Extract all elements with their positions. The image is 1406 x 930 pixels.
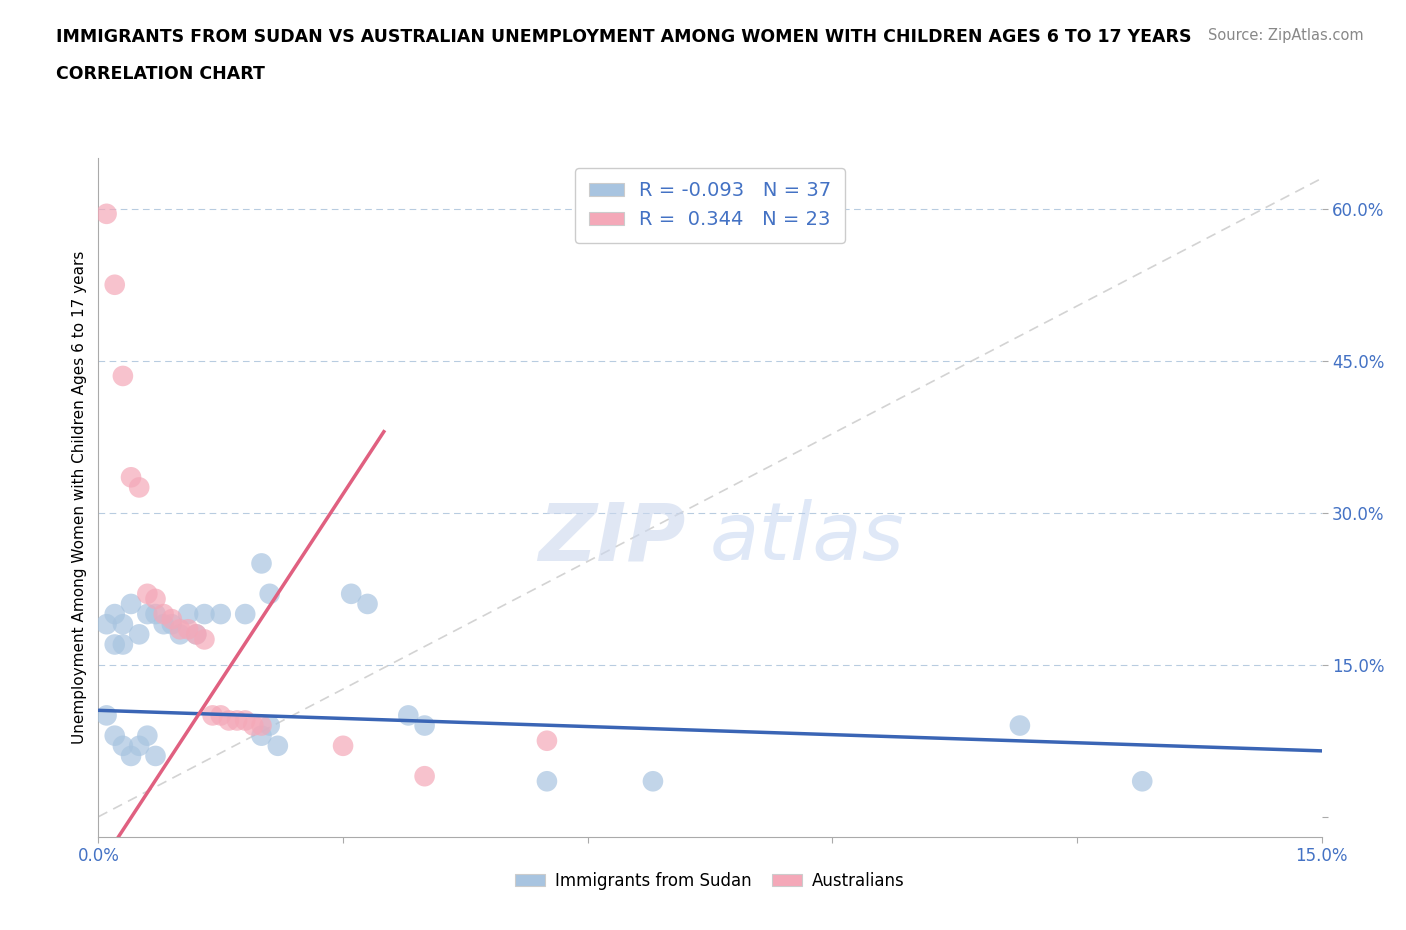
Point: [356, 596, 378, 611]
Point: [218, 713, 240, 728]
Point: [104, 728, 127, 743]
Point: [104, 637, 127, 652]
Text: atlas: atlas: [710, 499, 905, 578]
Point: [152, 617, 174, 631]
Point: [413, 718, 436, 733]
Point: [226, 713, 249, 728]
Point: [120, 470, 142, 485]
Point: [120, 749, 142, 764]
Point: [201, 708, 224, 723]
Point: [128, 627, 150, 642]
Point: [136, 587, 159, 602]
Point: [96, 708, 118, 723]
Point: [96, 206, 118, 221]
Point: [111, 617, 134, 631]
Point: [128, 738, 150, 753]
Point: [145, 591, 167, 606]
Point: [233, 606, 256, 621]
Point: [160, 617, 183, 631]
Point: [340, 587, 363, 602]
Point: [169, 627, 191, 642]
Point: [259, 587, 281, 602]
Point: [169, 622, 191, 637]
Point: [193, 606, 215, 621]
Point: [250, 556, 273, 571]
Point: [136, 728, 159, 743]
Point: [259, 718, 281, 733]
Point: [250, 718, 273, 733]
Point: [250, 728, 273, 743]
Point: [209, 708, 232, 723]
Legend: Immigrants from Sudan, Australians: Immigrants from Sudan, Australians: [509, 865, 911, 897]
Point: [145, 606, 167, 621]
Point: [128, 480, 150, 495]
Point: [186, 627, 208, 642]
Text: ZIP: ZIP: [538, 499, 686, 578]
Point: [152, 606, 174, 621]
Point: [160, 612, 183, 627]
Point: [233, 713, 256, 728]
Text: CORRELATION CHART: CORRELATION CHART: [56, 65, 266, 83]
Y-axis label: Unemployment Among Women with Children Ages 6 to 17 years: Unemployment Among Women with Children A…: [72, 251, 87, 744]
Point: [96, 617, 118, 631]
Text: IMMIGRANTS FROM SUDAN VS AUSTRALIAN UNEMPLOYMENT AMONG WOMEN WITH CHILDREN AGES : IMMIGRANTS FROM SUDAN VS AUSTRALIAN UNEM…: [56, 28, 1192, 46]
Point: [136, 606, 159, 621]
Point: [104, 606, 127, 621]
Point: [145, 749, 167, 764]
Point: [536, 733, 558, 748]
Point: [193, 632, 215, 647]
Point: [120, 596, 142, 611]
Point: [536, 774, 558, 789]
Point: [111, 637, 134, 652]
Point: [111, 368, 134, 383]
Point: [332, 738, 354, 753]
Point: [413, 769, 436, 784]
Point: [209, 606, 232, 621]
Point: [242, 718, 264, 733]
Point: [177, 606, 200, 621]
Point: [104, 277, 127, 292]
Point: [186, 627, 208, 642]
Point: [1008, 718, 1031, 733]
Point: [267, 738, 290, 753]
Point: [641, 774, 664, 789]
Point: [177, 622, 200, 637]
Point: [396, 708, 419, 723]
Point: [1130, 774, 1153, 789]
Text: Source: ZipAtlas.com: Source: ZipAtlas.com: [1208, 28, 1364, 43]
Point: [111, 738, 134, 753]
